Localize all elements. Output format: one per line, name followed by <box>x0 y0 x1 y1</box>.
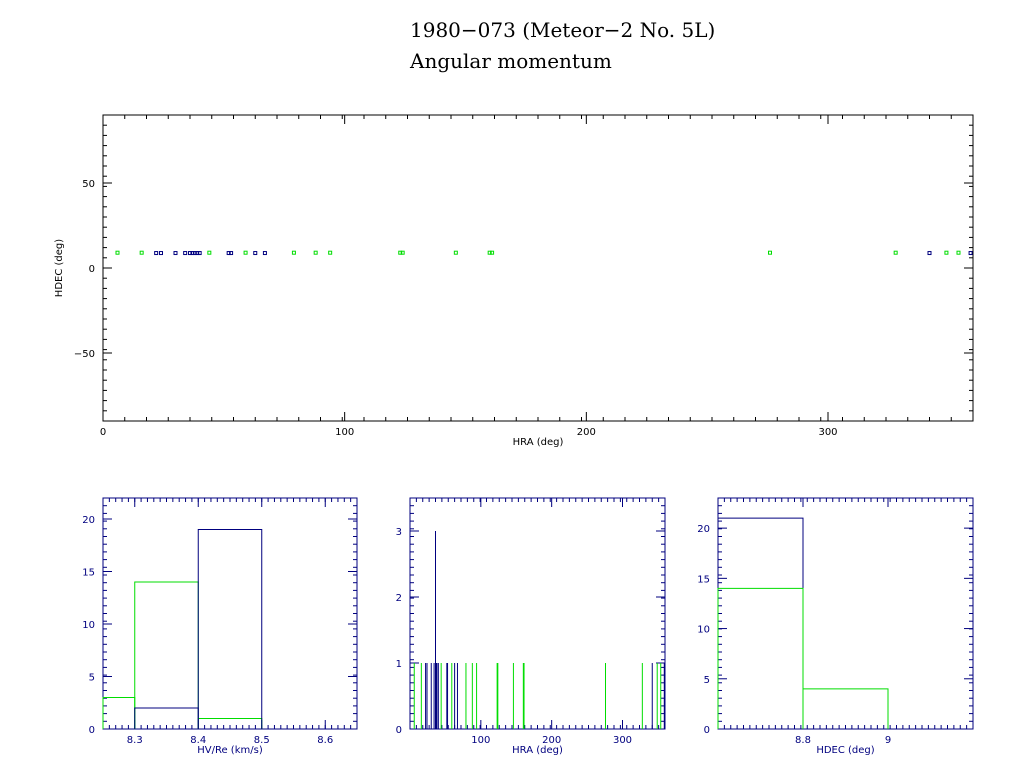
hist-hv-x-tick-label: 8.4 <box>190 735 206 746</box>
hist-hv-y-tick-label: 0 <box>89 725 95 736</box>
scatter-y-tick-label: 0 <box>89 264 95 275</box>
scatter-point <box>400 250 405 255</box>
scatter-point <box>262 251 267 256</box>
hist-hv-panel: 8.3 8.4 8.5 8.6 0 5 10 15 20 HV/Re (km/s) <box>82 497 358 756</box>
hist-hv-bar <box>134 581 199 729</box>
scatter-point <box>154 251 159 256</box>
hist-hdec-y-tick-label: 0 <box>704 725 710 736</box>
scatter-x-tick-label: 0 <box>100 427 106 438</box>
hist-hdec-y-tick-label: 15 <box>697 574 710 585</box>
hist-hdec-frame <box>717 497 974 730</box>
hist-hdec-x-tick-label: 8.8 <box>795 735 811 746</box>
hist-hv-x-axis-label: HV/Re (km/s) <box>197 745 263 756</box>
hist-hv-frame <box>102 497 358 730</box>
scatter-panel: 0 100 200 300 −50 0 50 HRA (deg) HDEC (deg) <box>54 114 974 448</box>
scatter-x-axis-label: HRA (deg) <box>513 437 564 448</box>
scatter-point <box>139 250 144 255</box>
hist-hv-bar <box>197 529 263 729</box>
hist-hdec-bar <box>802 688 889 729</box>
hist-hdec-x-tick-label: 9 <box>885 735 891 746</box>
hist-hv-y-tick-label: 5 <box>89 673 95 684</box>
hist-hv-y-tick-label: 20 <box>82 515 95 526</box>
hist-hv-bar <box>102 697 136 729</box>
hist-hra-y-tick-label: 1 <box>396 659 402 670</box>
scatter-point <box>229 251 234 256</box>
scatter-point <box>768 250 772 255</box>
hist-hra-y-tick-label: 0 <box>396 725 402 736</box>
scatter-x-tick-label: 300 <box>818 427 837 438</box>
hist-hdec-y-tick-label: 20 <box>697 524 710 535</box>
scatter-point <box>115 250 120 255</box>
scatter-point <box>195 251 200 256</box>
hist-hv-y-tick-label: 15 <box>82 568 95 579</box>
hist-hra-panel: 100 200 300 0 1 2 3 HRA (deg) <box>396 497 666 756</box>
hist-hra-y-tick-label: 2 <box>396 593 402 604</box>
hist-hdec-y-tick-label: 10 <box>697 625 710 636</box>
hist-hra-frame <box>409 497 666 730</box>
scatter-point <box>207 250 212 255</box>
scatter-point <box>490 250 495 255</box>
scatter-point <box>188 251 192 256</box>
hist-hv-x-tick-label: 8.5 <box>254 735 270 746</box>
hist-hra-x-tick-label: 200 <box>542 735 561 746</box>
scatter-point <box>453 250 458 255</box>
scatter-point <box>253 251 258 256</box>
hist-hdec-panel: 8.8 9 0 5 10 15 20 HDEC (deg) <box>697 497 974 756</box>
scatter-point <box>192 251 197 256</box>
scatter-point <box>487 250 492 255</box>
chart-title-line1: 1980−073 (Meteor−2 No. 5L) <box>410 18 715 42</box>
scatter-y-tick-label: −50 <box>74 349 95 360</box>
hist-hdec-bar <box>717 587 804 729</box>
chart-title-line2: Angular momentum <box>409 49 612 73</box>
scatter-point <box>159 251 163 256</box>
scatter-point <box>968 251 973 256</box>
scatter-point <box>243 250 248 255</box>
hist-hra-x-tick-label: 300 <box>613 735 632 746</box>
scatter-point <box>328 250 333 255</box>
hist-hra-y-tick-label: 3 <box>396 527 402 538</box>
hist-hdec-bar <box>717 517 804 729</box>
scatter-point <box>291 250 296 255</box>
hist-hv-y-tick-label: 10 <box>82 620 95 631</box>
hist-hdec-y-tick-label: 5 <box>704 675 710 686</box>
hist-hra-x-axis-label: HRA (deg) <box>512 745 563 756</box>
scatter-point <box>398 250 403 255</box>
hist-hra-x-tick-label: 100 <box>471 735 490 746</box>
scatter-point <box>956 250 961 255</box>
scatter-y-tick-label: 50 <box>82 179 95 190</box>
scatter-x-tick-label: 200 <box>577 427 596 438</box>
scatter-point <box>944 250 949 255</box>
scatter-point <box>226 251 231 256</box>
scatter-point <box>190 251 195 256</box>
scatter-frame <box>102 114 974 422</box>
scatter-x-tick-label: 100 <box>335 427 354 438</box>
hist-hv-x-tick-label: 8.6 <box>317 735 333 746</box>
hist-hv-x-tick-label: 8.3 <box>127 735 143 746</box>
hist-hdec-x-axis-label: HDEC (deg) <box>816 745 874 756</box>
scatter-point <box>313 250 318 255</box>
scatter-point <box>893 250 898 255</box>
scatter-point <box>173 251 178 256</box>
scatter-y-axis-label: HDEC (deg) <box>54 239 65 297</box>
scatter-point <box>183 251 188 256</box>
scatter-point <box>927 251 932 256</box>
scatter-point <box>197 251 202 256</box>
